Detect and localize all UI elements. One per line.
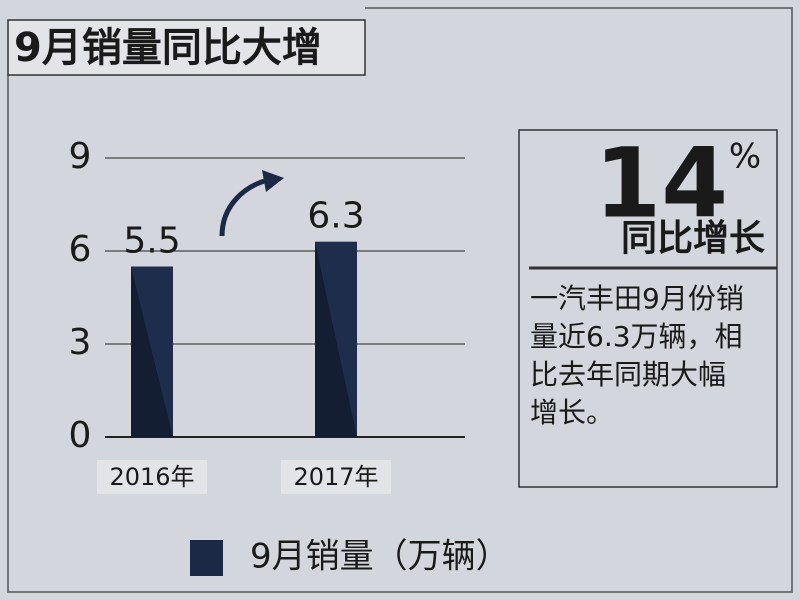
legend-label: 9月销量（万辆） bbox=[250, 537, 510, 577]
callout-value: 14 bbox=[594, 127, 728, 239]
callout-unit: % bbox=[729, 137, 761, 177]
x-tick-bg bbox=[281, 460, 391, 494]
y-tick-label: 0 bbox=[69, 415, 92, 456]
chart-title: 9月销量同比大增 bbox=[14, 25, 322, 71]
callout-line: 量近6.3万辆，相 bbox=[530, 320, 743, 353]
legend-swatch bbox=[190, 540, 223, 576]
arrow bbox=[219, 177, 269, 237]
callout-label: 同比增长 bbox=[621, 218, 765, 259]
x-tick-label: 2016年 bbox=[109, 463, 194, 491]
frame bbox=[7, 7, 793, 593]
callout-line: 比去年同期大幅 bbox=[530, 358, 726, 391]
title-box bbox=[7, 19, 366, 76]
data-label: 6.3 bbox=[307, 196, 364, 237]
x-tick-label: 2017年 bbox=[293, 463, 378, 491]
y-tick-label: 3 bbox=[69, 322, 92, 363]
arrow-head bbox=[262, 170, 284, 192]
x-tick-bg bbox=[97, 460, 207, 494]
bar bbox=[131, 266, 173, 437]
y-tick-label: 9 bbox=[69, 136, 92, 177]
callout-box bbox=[518, 129, 778, 488]
bar bbox=[315, 241, 357, 437]
callout-line: 增长。 bbox=[530, 396, 614, 429]
y-tick-label: 6 bbox=[69, 229, 92, 270]
data-label: 5.5 bbox=[123, 221, 180, 262]
callout-line: 一汽丰田9月份销 bbox=[530, 282, 744, 315]
